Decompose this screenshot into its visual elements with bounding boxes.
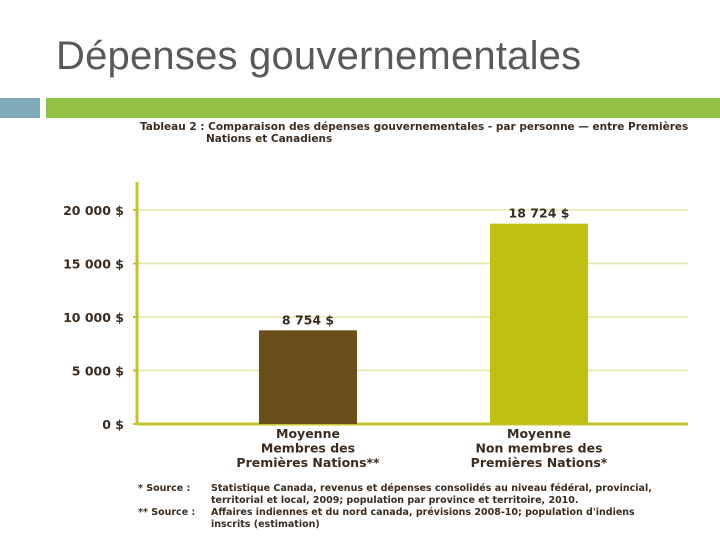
- slide-title: Dépenses gouvernementales: [56, 34, 582, 78]
- source-note-1-line-1: Statistique Canada, revenus et dépenses …: [211, 483, 652, 494]
- x-category-label: Premières Nations**: [236, 455, 380, 470]
- chart-title: Tableau 2 : Comparaison des dépenses gou…: [140, 121, 700, 145]
- source-note-2: ** Source : Affaires indiennes et du nor…: [138, 507, 698, 531]
- x-category-label: Moyenne: [507, 426, 571, 441]
- source-note-2-line-1: Affaires indiennes et du nord canada, pr…: [211, 507, 635, 518]
- y-tick-label: 10 000 $: [63, 310, 124, 325]
- y-tick-label: 5 000 $: [72, 364, 124, 379]
- accent-bar: [46, 98, 720, 118]
- accent-square: [0, 98, 40, 118]
- source-note-1-line-2: territorial et local, 2009; population p…: [211, 495, 579, 506]
- source-notes: * Source : Statistique Canada, revenus e…: [138, 483, 698, 531]
- source-note-2-label: ** Source :: [138, 507, 196, 518]
- chart-title-line-1: Tableau 2 : Comparaison des dépenses gou…: [140, 121, 689, 133]
- x-category-label: Membres des: [261, 441, 355, 456]
- y-tick-label: 20 000 $: [63, 203, 124, 218]
- x-category-label: Non membres des: [475, 441, 602, 456]
- bar: [490, 223, 588, 424]
- y-tick-label: 15 000 $: [63, 257, 124, 272]
- chart-title-line-2: Nations et Canadiens: [206, 133, 333, 145]
- source-note-1-label: * Source :: [138, 483, 191, 494]
- bar-value-label: 8 754 $: [282, 312, 334, 327]
- x-category-label: Moyenne: [276, 426, 340, 441]
- source-note-1: * Source : Statistique Canada, revenus e…: [138, 483, 698, 507]
- bar-value-label: 18 724 $: [509, 206, 570, 221]
- x-category-label: Premières Nations*: [471, 455, 608, 470]
- y-tick-label: 0 $: [102, 417, 124, 432]
- bar: [259, 330, 357, 424]
- source-note-2-line-2: inscrits (estimation): [211, 519, 320, 530]
